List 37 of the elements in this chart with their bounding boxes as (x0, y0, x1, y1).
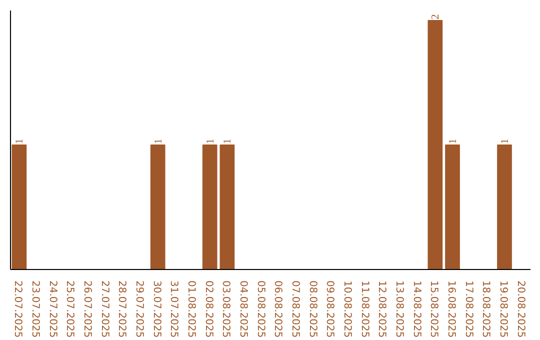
data-label: 1 (448, 138, 459, 144)
x-tick-label: 01.08.2025 (186, 280, 196, 338)
x-tick-label: 04.08.2025 (238, 280, 248, 338)
x-tick-label: 30.07.2025 (150, 280, 162, 338)
x-tick-label: 17.08.2025 (462, 280, 474, 338)
x-tick-label: 26.07.2025 (82, 280, 92, 338)
x-tick-label: 11.08.2025 (358, 280, 370, 338)
x-tick-label: 12.08.2025 (376, 280, 388, 338)
x-tick-label: 15.08.2025 (428, 280, 440, 338)
x-tick-label: 18.08.2025 (480, 280, 492, 338)
data-label: 1 (14, 138, 26, 144)
x-tick-label: 25.07.2025 (64, 280, 76, 338)
x-tick-label: 31.07.2025 (168, 280, 180, 338)
x-tick-label: 27.07.2025 (98, 280, 110, 338)
x-tick-label: 16.08.2025 (446, 280, 456, 338)
data-label: 2 (430, 14, 442, 20)
x-tick-label: 07.08.2025 (290, 280, 300, 338)
x-tick-label: 19.08.2025 (498, 280, 508, 338)
x-tick-label: 23.07.2025 (30, 280, 40, 338)
data-label: 1 (205, 138, 216, 144)
x-tick-label: 09.08.2025 (324, 280, 336, 338)
x-tick-label: 14.08.2025 (410, 280, 422, 338)
x-tick-label: 02.08.2025 (202, 280, 214, 338)
x-tick-label: 08.08.2025 (306, 280, 318, 338)
x-tick-label: 22.07.2025 (12, 280, 24, 338)
data-label: 1 (500, 138, 511, 144)
x-tick-label: 13.08.2025 (394, 280, 404, 338)
x-tick-label: 06.08.2025 (272, 280, 284, 338)
data-label: 1 (153, 138, 164, 144)
x-tick-label: 29.07.2025 (134, 280, 144, 338)
x-tick-label: 20.08.2025 (514, 280, 526, 338)
x-tick-label: 10.08.2025 (342, 280, 352, 338)
x-tick-label: 03.08.2025 (220, 280, 232, 338)
x-tick-label: 05.08.2025 (254, 280, 266, 338)
x-tick-label: 24.07.2025 (46, 280, 58, 338)
x-tick-label: 28.07.2025 (116, 280, 128, 338)
data-label: 1 (222, 138, 234, 144)
